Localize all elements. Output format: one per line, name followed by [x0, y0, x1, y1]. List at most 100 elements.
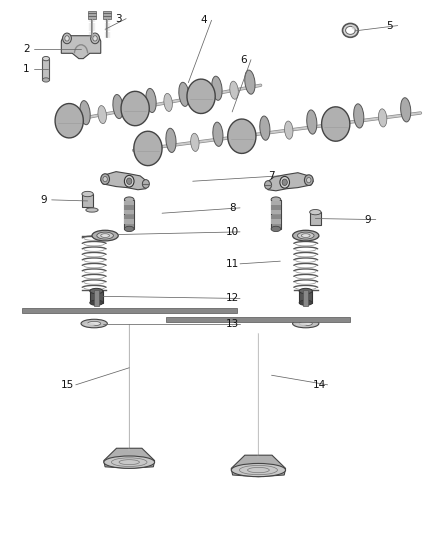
Polygon shape [104, 448, 155, 469]
Circle shape [142, 180, 149, 188]
Ellipse shape [352, 26, 356, 29]
Ellipse shape [146, 88, 156, 112]
Ellipse shape [343, 23, 358, 37]
Ellipse shape [260, 116, 270, 140]
Ellipse shape [92, 230, 118, 241]
Circle shape [127, 178, 132, 184]
Text: 11: 11 [226, 259, 239, 269]
Bar [271, 205, 281, 209]
Ellipse shape [97, 232, 113, 239]
Text: 9: 9 [364, 215, 371, 224]
Bar [271, 201, 281, 205]
Polygon shape [64, 114, 75, 127]
Text: 14: 14 [313, 380, 326, 390]
Bar [124, 210, 134, 214]
Ellipse shape [271, 226, 281, 231]
Polygon shape [59, 109, 79, 133]
Polygon shape [330, 117, 341, 131]
Ellipse shape [166, 128, 176, 152]
Bar [124, 205, 134, 209]
Ellipse shape [353, 104, 364, 128]
Ellipse shape [98, 106, 106, 124]
Polygon shape [191, 84, 211, 108]
Bar [88, 16, 96, 19]
Bar [103, 11, 111, 13]
Bar [166, 317, 350, 322]
Circle shape [124, 175, 134, 187]
Ellipse shape [301, 233, 310, 237]
Ellipse shape [104, 456, 155, 469]
Ellipse shape [90, 288, 103, 294]
Polygon shape [55, 103, 83, 138]
Circle shape [63, 33, 71, 44]
Ellipse shape [42, 56, 49, 61]
Polygon shape [321, 107, 350, 141]
Text: 2: 2 [23, 44, 30, 54]
Polygon shape [236, 130, 247, 143]
Ellipse shape [82, 191, 93, 197]
Circle shape [265, 181, 272, 189]
Text: 9: 9 [40, 195, 47, 205]
Ellipse shape [271, 197, 281, 203]
Ellipse shape [285, 121, 293, 139]
Ellipse shape [84, 323, 95, 326]
Ellipse shape [101, 233, 110, 237]
Ellipse shape [124, 226, 134, 231]
Ellipse shape [299, 321, 312, 326]
Bar [88, 11, 96, 13]
Bar [103, 16, 111, 19]
Polygon shape [125, 96, 145, 120]
Polygon shape [130, 102, 141, 116]
Bar [303, 290, 308, 306]
Bar [90, 291, 103, 303]
Ellipse shape [378, 109, 387, 127]
Ellipse shape [179, 82, 189, 107]
Text: 6: 6 [240, 55, 247, 64]
Polygon shape [61, 36, 101, 59]
Polygon shape [187, 79, 215, 114]
Ellipse shape [293, 319, 319, 328]
Bar [299, 291, 312, 303]
Ellipse shape [310, 209, 321, 215]
Bar [271, 220, 281, 224]
Ellipse shape [213, 122, 223, 147]
Text: 12: 12 [226, 294, 239, 303]
Bar [124, 215, 134, 219]
Ellipse shape [346, 26, 355, 35]
Circle shape [91, 33, 99, 44]
Polygon shape [228, 119, 256, 154]
Polygon shape [231, 455, 286, 477]
Text: 1: 1 [23, 64, 30, 74]
Ellipse shape [245, 70, 255, 94]
Ellipse shape [80, 101, 90, 125]
Ellipse shape [230, 81, 238, 99]
Ellipse shape [299, 288, 312, 294]
Text: 10: 10 [226, 227, 239, 237]
Circle shape [101, 174, 110, 184]
Circle shape [282, 179, 287, 185]
Ellipse shape [164, 93, 173, 111]
Ellipse shape [299, 300, 312, 305]
Bar [88, 13, 96, 16]
Text: 8: 8 [229, 203, 236, 213]
Ellipse shape [113, 94, 123, 119]
Text: 7: 7 [268, 171, 275, 181]
Polygon shape [138, 136, 158, 160]
Ellipse shape [212, 76, 222, 100]
Polygon shape [232, 124, 252, 148]
Ellipse shape [42, 78, 49, 82]
Circle shape [304, 175, 313, 185]
Bar [124, 199, 134, 229]
Ellipse shape [297, 232, 314, 239]
Ellipse shape [88, 321, 101, 326]
Text: 15: 15 [61, 380, 74, 390]
Circle shape [65, 36, 69, 41]
Polygon shape [121, 91, 149, 126]
Bar [271, 199, 281, 229]
Polygon shape [101, 172, 148, 190]
Ellipse shape [86, 208, 98, 212]
Text: 5: 5 [386, 21, 393, 30]
Bar [124, 220, 134, 224]
Ellipse shape [124, 197, 134, 203]
Polygon shape [266, 173, 313, 191]
